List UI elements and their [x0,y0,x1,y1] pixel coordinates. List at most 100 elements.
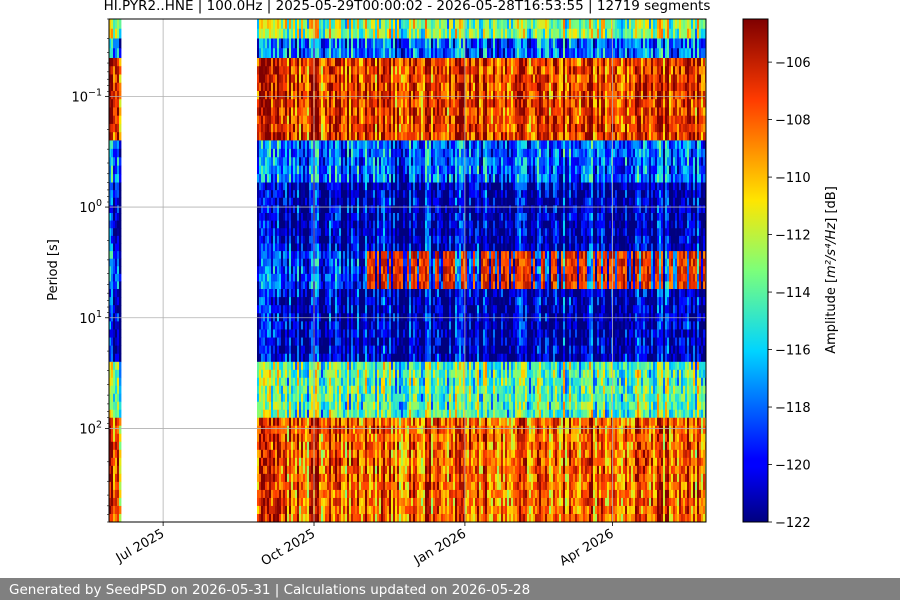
heatmap-cell [391,473,394,483]
heatmap-cell [323,417,326,427]
heatmap-cell [347,19,350,30]
heatmap-cell [347,132,350,141]
heatmap-cell [309,473,312,483]
heatmap-cell [349,148,352,158]
heatmap-cell [331,409,334,419]
heatmap-cell [333,132,336,141]
heatmap-cell [267,66,270,75]
heatmap-cell [323,369,326,379]
heatmap-cell [261,457,264,467]
heatmap-cell [343,205,346,214]
heatmap-cell [267,417,270,427]
heatmap-cell [355,329,358,338]
heatmap-cell [295,182,298,191]
heatmap-cell [331,289,334,298]
heatmap-cell [387,220,390,229]
heatmap-cell [339,353,342,363]
heatmap-cell [347,281,350,290]
heatmap-cell [329,369,332,379]
heatmap-cell [317,123,320,133]
heatmap-cell [353,228,356,237]
heatmap-cell [273,497,276,507]
heatmap-cell [343,497,346,507]
heatmap-cell [399,345,402,355]
heatmap-cell [269,289,272,298]
heatmap-cell [369,345,372,355]
heatmap-cell [377,457,380,467]
heatmap-cell [279,385,282,395]
heatmap-cell [359,369,362,379]
heatmap-cell [119,377,122,387]
heatmap-cell [115,345,118,355]
heatmap-cell [261,157,264,167]
heatmap-cell [283,182,286,191]
heatmap-cell [115,377,118,387]
heatmap-cell [273,273,276,282]
heatmap-cell [297,48,300,59]
heatmap-cell [283,353,286,363]
heatmap-cell [257,329,260,338]
heatmap-cell [397,385,400,395]
heatmap-cell [317,505,320,515]
heatmap-cell [373,66,376,75]
heatmap-cell [303,401,306,411]
heatmap-cell [293,107,296,117]
heatmap-cell [351,473,354,483]
heatmap-cell [401,409,404,419]
heatmap-cell [317,213,320,222]
heatmap-cell [111,441,114,451]
heatmap-cell [397,90,400,100]
heatmap-cell [317,19,320,30]
heatmap-cell [261,243,264,252]
heatmap-column [301,19,304,522]
heatmap-cell [371,99,374,108]
heatmap-cell [393,457,396,467]
heatmap-cell [365,369,368,379]
heatmap-cell [345,393,348,403]
heatmap-cell [331,19,334,30]
heatmap-cell [327,213,330,222]
heatmap-cell [307,369,310,379]
heatmap-cell [375,266,378,275]
heatmap-cell [317,385,320,395]
heatmap-cell [111,417,114,427]
spectrogram-heatmap [109,19,706,522]
heatmap-cell [273,305,276,314]
heatmap-cell [285,165,288,175]
heatmap-cell [277,251,280,260]
heatmap-cell [111,228,114,237]
heatmap-cell [355,140,358,150]
heatmap-cell [385,74,388,84]
heatmap-cell [295,74,298,84]
heatmap-cell [299,38,302,49]
heatmap-cell [111,115,114,125]
heatmap-cell [399,197,402,206]
heatmap-column [289,19,292,522]
heatmap-cell [271,441,274,451]
heatmap-cell [335,433,338,443]
heatmap-cell [341,281,344,290]
heatmap-cell [273,132,276,141]
heatmap-cell [287,321,290,330]
heatmap-cell [331,123,334,133]
heatmap-cell [399,329,402,338]
heatmap-cell [301,28,304,39]
heatmap-cell [385,66,388,75]
heatmap-cell [317,361,320,371]
heatmap-cell [343,107,346,117]
heatmap-cell [279,321,282,330]
heatmap-cell [285,251,288,260]
heatmap-cell [359,157,362,167]
heatmap-cell [349,473,352,483]
heatmap-cell [333,157,336,167]
heatmap-cell [305,409,308,419]
heatmap-cell [273,441,276,451]
heatmap-cell [275,115,278,125]
heatmap-cell [383,157,386,167]
heatmap-cell [379,473,382,483]
heatmap-cell [287,132,290,141]
heatmap-cell [319,190,322,199]
heatmap-cell [289,489,292,499]
heatmap-cell [369,38,372,49]
heatmap-cell [301,99,304,108]
